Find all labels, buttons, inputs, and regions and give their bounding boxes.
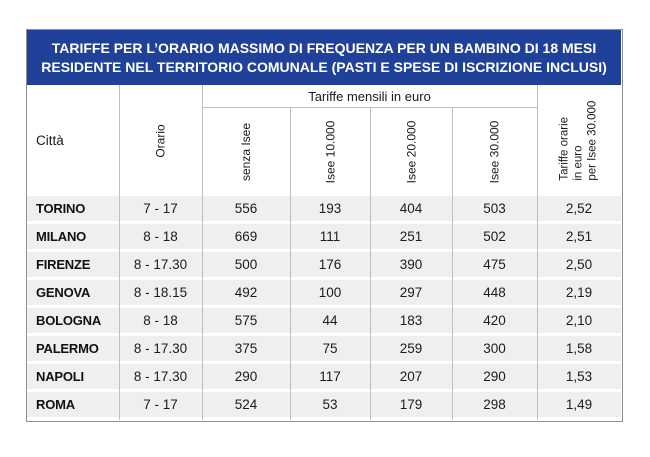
value-cell: 297: [370, 280, 452, 308]
col-header-isee-30000-label: Isee 30.000: [487, 120, 502, 183]
grid-line-vertical: [452, 107, 453, 420]
value-cell: 390: [370, 252, 452, 280]
value-cell: 375: [202, 336, 290, 364]
city-cell: NAPOLI: [27, 364, 119, 392]
city-cell: PALERMO: [27, 336, 119, 364]
col-header-isee-10000: Isee 10.000: [290, 107, 370, 196]
value-cell: 500: [202, 252, 290, 280]
value-cell: 448: [452, 280, 537, 308]
value-cell: 669: [202, 224, 290, 252]
grid-line-vertical: [119, 85, 120, 420]
value-cell: 1,58: [537, 336, 621, 364]
col-header-isee-20000: Isee 20.000: [370, 107, 452, 196]
tariffe-orarie-line-3: per Isee 30.000: [585, 100, 598, 181]
value-cell: 298: [452, 392, 537, 420]
grid-line-vertical: [202, 85, 203, 420]
col-header-tariffe-orarie: Tariffe orarie in euro per Isee 30.000: [537, 85, 621, 196]
tariffe-orarie-line-1: Tariffe orarie: [558, 116, 571, 181]
col-header-isee-10000-label: Isee 10.000: [323, 120, 337, 183]
value-cell: 1,49: [537, 392, 621, 420]
value-cell: 420: [452, 308, 537, 336]
value-cell: 290: [202, 364, 290, 392]
col-header-orario: Orario: [119, 85, 202, 196]
city-cell: BOLOGNA: [27, 308, 119, 336]
value-cell: 7 - 17: [119, 392, 202, 420]
value-cell: 44: [290, 308, 370, 336]
value-cell: 75: [290, 336, 370, 364]
city-cell: MILANO: [27, 224, 119, 252]
value-cell: 176: [290, 252, 370, 280]
value-cell: 8 - 18: [119, 224, 202, 252]
value-cell: 2,10: [537, 308, 621, 336]
value-cell: 404: [370, 196, 452, 224]
value-cell: 2,52: [537, 196, 621, 224]
city-cell: FIRENZE: [27, 252, 119, 280]
value-cell: 8 - 17.30: [119, 364, 202, 392]
value-cell: 8 - 17.30: [119, 252, 202, 280]
value-cell: 492: [202, 280, 290, 308]
value-cell: 502: [452, 224, 537, 252]
value-cell: 259: [370, 336, 452, 364]
value-cell: 2,19: [537, 280, 621, 308]
tariffe-orarie-line-2: in euro: [572, 145, 585, 181]
value-cell: 290: [452, 364, 537, 392]
col-header-senza-isee: senza Isee: [202, 107, 290, 196]
value-cell: 183: [370, 308, 452, 336]
grid-line-vertical: [370, 107, 371, 420]
value-cell: 179: [370, 392, 452, 420]
value-cell: 2,50: [537, 252, 621, 280]
value-cell: 503: [452, 196, 537, 224]
value-cell: 300: [452, 336, 537, 364]
value-cell: 475: [452, 252, 537, 280]
value-cell: 207: [370, 364, 452, 392]
value-cell: 100: [290, 280, 370, 308]
tariff-table: TARIFFE PER L’ORARIO MASSIMO DI FREQUENZ…: [26, 29, 623, 422]
table-body: TORINO 7 - 17 556 193 404 503 2,52 MILAN…: [27, 196, 621, 420]
title-line-2: RESIDENTE NEL TERRITORIO COMUNALE (PASTI…: [41, 58, 607, 75]
value-cell: 53: [290, 392, 370, 420]
value-cell: 117: [290, 364, 370, 392]
value-cell: 8 - 18.15: [119, 280, 202, 308]
value-cell: 575: [202, 308, 290, 336]
title-line-1: TARIFFE PER L’ORARIO MASSIMO DI FREQUENZ…: [51, 40, 597, 57]
grid-line-horizontal: [202, 107, 537, 108]
value-cell: 1,53: [537, 364, 621, 392]
city-cell: ROMA: [27, 392, 119, 420]
value-cell: 2,51: [537, 224, 621, 252]
city-cell: TORINO: [27, 196, 119, 224]
value-cell: 8 - 18: [119, 308, 202, 336]
col-header-senza-isee-label: senza Isee: [238, 122, 253, 181]
value-cell: 111: [290, 224, 370, 252]
grid-line-vertical: [290, 107, 291, 420]
table-title: TARIFFE PER L’ORARIO MASSIMO DI FREQUENZ…: [27, 30, 621, 85]
city-cell: GENOVA: [27, 280, 119, 308]
value-cell: 251: [370, 224, 452, 252]
col-header-citta-label: Città: [36, 133, 64, 148]
value-cell: 8 - 17.30: [119, 336, 202, 364]
value-cell: 524: [202, 392, 290, 420]
group-header-label: Tariffe mensili in euro: [308, 88, 431, 104]
col-header-isee-20000-label: Isee 20.000: [404, 120, 418, 183]
col-header-tariffe-orarie-label: Tariffe orarie in euro per Isee 30.000: [558, 101, 599, 181]
group-header-tariffe-mensili: Tariffe mensili in euro: [202, 85, 537, 107]
value-cell: 7 - 17: [119, 196, 202, 224]
table-inner: TARIFFE PER L’ORARIO MASSIMO DI FREQUENZ…: [27, 30, 621, 420]
col-header-isee-30000: Isee 30.000: [452, 107, 537, 196]
grid-line-vertical: [537, 85, 538, 420]
col-header-citta: Città: [27, 85, 119, 196]
value-cell: 556: [202, 196, 290, 224]
col-header-orario-label: Orario: [153, 123, 168, 158]
value-cell: 193: [290, 196, 370, 224]
